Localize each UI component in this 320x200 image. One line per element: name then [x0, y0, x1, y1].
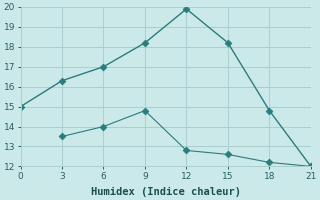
X-axis label: Humidex (Indice chaleur): Humidex (Indice chaleur) — [91, 186, 241, 197]
